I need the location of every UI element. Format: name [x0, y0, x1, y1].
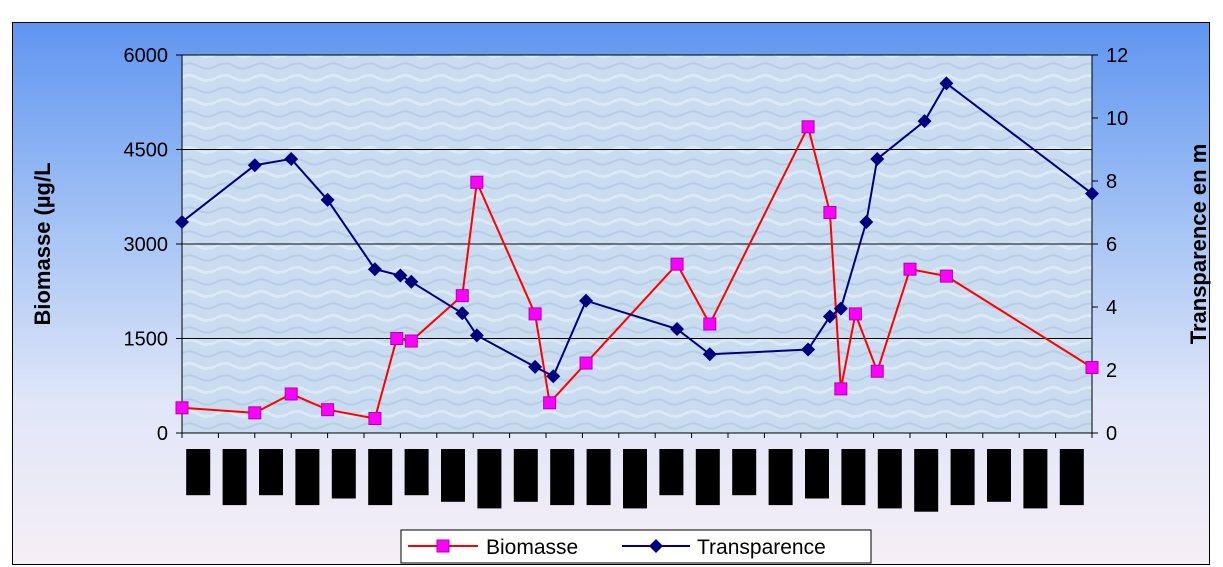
data-point [321, 403, 335, 417]
category-bar [404, 449, 429, 496]
y2-tick-label: 0 [1106, 423, 1117, 445]
category-bar [477, 449, 502, 509]
data-point [859, 214, 874, 229]
legend-label-biomasse: Biomasse [486, 536, 578, 559]
y-tick-label: 1500 [124, 329, 169, 351]
data-point [939, 269, 953, 283]
category-bar [768, 449, 793, 506]
category-bar [331, 449, 356, 499]
legend: Biomasse Transparence [400, 529, 872, 564]
data-point [703, 317, 717, 331]
data-point [175, 401, 189, 415]
y2-tick-label: 8 [1106, 171, 1117, 193]
data-point [390, 332, 404, 345]
data-point [822, 309, 837, 324]
data-point [579, 356, 593, 370]
legend-label-transparence: Transparence [697, 536, 826, 559]
data-point [870, 364, 884, 378]
category-bar [586, 449, 611, 506]
y2-tick-label: 12 [1106, 45, 1128, 67]
category-bar [914, 449, 939, 512]
data-point [470, 175, 484, 189]
data-point [469, 328, 484, 343]
category-bar [623, 449, 647, 509]
data-point [528, 307, 542, 321]
data-point [546, 369, 561, 384]
gridlines [182, 54, 1092, 339]
data-point [1085, 186, 1099, 201]
data-point [670, 257, 684, 271]
x-axis-ticks [181, 433, 1093, 438]
y2-axis-title: Transparence en m [1186, 144, 1211, 345]
data-point [248, 406, 262, 420]
category-bar [441, 449, 465, 502]
data-point [702, 347, 717, 362]
series-line-transparence [181, 81, 1093, 378]
y2-tick-label: 6 [1106, 234, 1117, 256]
data-point [823, 206, 837, 219]
category-bar [987, 449, 1011, 502]
y-tick-label: 6000 [124, 45, 169, 67]
data-point [175, 214, 189, 229]
series-line-biomasse [181, 123, 1093, 420]
data-point [284, 387, 298, 401]
y2-tick-label: 10 [1106, 108, 1128, 130]
data-point [528, 359, 543, 374]
data-point [801, 120, 815, 134]
category-bar [805, 449, 829, 499]
y-tick-label: 3000 [124, 234, 169, 256]
category-bar [186, 449, 211, 496]
y-axis-title: Biomasse (µg/L [30, 162, 55, 325]
left-axis-ticks: 0 1500 3000 4500 6000 [124, 45, 182, 445]
data-point [1085, 360, 1099, 374]
data-point [833, 301, 848, 316]
data-point [404, 334, 418, 348]
category-label-bars [186, 449, 1084, 512]
category-bar [259, 449, 283, 496]
data-point [320, 192, 335, 207]
data-point [848, 307, 862, 321]
data-point [939, 76, 954, 91]
category-bar [295, 449, 320, 506]
category-bar [222, 449, 247, 506]
data-point [917, 114, 932, 129]
category-bar [659, 449, 684, 496]
data-point [870, 151, 885, 166]
y-tick-label: 0 [157, 423, 168, 445]
legend-marker-biomasse [436, 539, 450, 553]
legend-marker-transparence [649, 539, 663, 553]
y2-tick-label: 4 [1106, 297, 1117, 319]
data-point [903, 262, 917, 276]
right-axis-ticks: 0 2 4 6 8 10 12 [1092, 45, 1128, 445]
data-point [284, 151, 299, 166]
category-bar [513, 449, 538, 502]
data-point [455, 289, 469, 303]
category-bar [877, 449, 902, 509]
category-bar [1023, 449, 1048, 509]
category-bar [732, 449, 757, 496]
data-point [834, 382, 848, 396]
data-point [455, 306, 470, 321]
y-tick-label: 4500 [124, 140, 169, 162]
category-bar [950, 449, 975, 506]
data-point [801, 342, 816, 357]
data-point [247, 158, 262, 173]
data-point [543, 396, 557, 410]
series-biomasse [175, 120, 1099, 426]
top-strip [0, 0, 1223, 22]
series-transparence [175, 76, 1099, 384]
category-bar [841, 449, 866, 506]
category-bar [550, 449, 575, 506]
category-bar [695, 449, 720, 506]
y2-tick-label: 2 [1106, 360, 1117, 382]
data-point [367, 262, 382, 277]
data-point [368, 412, 382, 426]
data-point [393, 268, 408, 283]
data-point [579, 293, 594, 308]
data-point [670, 322, 685, 337]
data-point [404, 274, 419, 289]
category-bar [368, 449, 393, 506]
category-bar [1059, 449, 1084, 506]
